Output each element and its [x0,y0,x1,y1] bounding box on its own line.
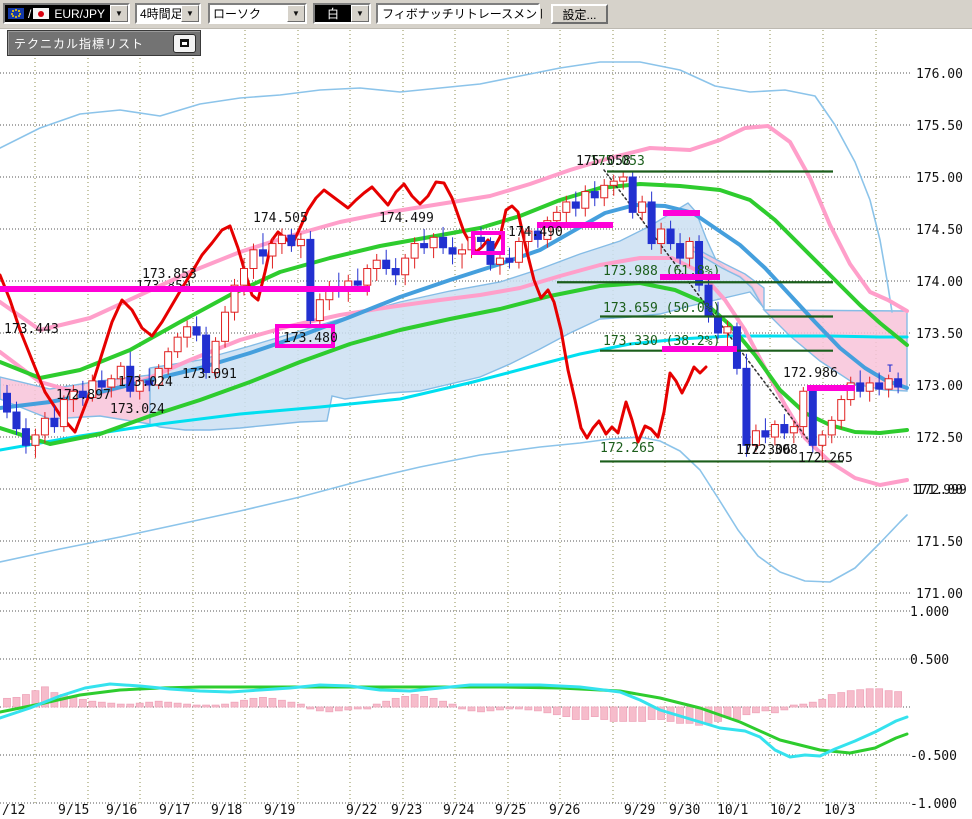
svg-text:173.443: 173.443 [4,322,59,337]
svg-text:176.00: 176.00 [916,67,963,82]
chevron-down-icon[interactable]: ▼ [110,5,128,22]
svg-text:173.480: 173.480 [283,331,338,346]
svg-text:173.50: 173.50 [916,327,963,342]
panel-title: テクニカル指標リスト [14,36,145,51]
svg-text:9/23: 9/23 [391,803,422,818]
svg-text:172.897: 172.897 [56,388,111,403]
chart-type-select[interactable]: ローソク ▼ [208,3,307,24]
svg-text:175.00: 175.00 [916,171,963,186]
osc-green-line [0,685,909,755]
svg-text:т: т [886,361,894,376]
svg-text:172.50: 172.50 [916,431,963,446]
osc-cyan-line [0,682,909,759]
svg-text:-0.500: -0.500 [910,749,957,764]
drawing-tool-field [376,3,546,24]
aqua-long-ma [0,334,909,452]
chevron-down-icon[interactable]: ▼ [181,5,199,22]
restore-icon [180,39,189,47]
svg-text:171.50: 171.50 [916,535,963,550]
svg-text:174.505: 174.505 [253,211,308,226]
indicator-list-panel[interactable]: テクニカル指標リスト [7,30,201,56]
jp-flag-icon [33,8,50,19]
toolbar: / EUR/JPY ▼ 4時間足 ▼ ローソク ▼ 白 ▼ 設定... [0,0,972,29]
svg-text:172.306: 172.306 [736,443,791,458]
price-annotations: 175.058 174.505 174.499 174.490 173.853 173.4… [4,154,894,466]
bollinger-lower-thin [0,436,908,583]
currency-pair-select[interactable]: / EUR/JPY ▼ [3,3,130,24]
chevron-down-icon[interactable]: ▼ [351,5,369,22]
svg-text:9/29: 9/29 [624,803,655,818]
pink-envelope-upper [0,124,909,332]
svg-text:172.265: 172.265 [600,441,655,456]
svg-text:172.265: 172.265 [798,451,853,466]
drawing-tool-input[interactable] [378,5,546,22]
timeframe-select[interactable]: 4時間足 ▼ [135,3,201,24]
svg-text:9/19: 9/19 [264,803,295,818]
bollinger-upper-thin [0,61,893,313]
svg-text:9/16: 9/16 [106,803,137,818]
svg-text:175.053: 175.053 [590,154,645,169]
svg-text:171.00: 171.00 [916,587,963,602]
eu-flag-icon [8,8,24,19]
svg-text:172.00: 172.00 [916,483,963,498]
restore-window-button[interactable] [173,33,196,53]
svg-text:175.50: 175.50 [916,119,963,134]
svg-text:0.500: 0.500 [910,653,949,668]
svg-text:173.091: 173.091 [182,367,237,382]
timeframe-label: 4時間足 [140,7,181,21]
svg-text:174.50: 174.50 [916,223,963,238]
color-label: 白 [315,5,351,22]
svg-text:/12: /12 [2,803,25,818]
svg-text:1.000: 1.000 [910,605,949,620]
svg-text:9/17: 9/17 [159,803,190,818]
green-envelope-upper [0,182,909,380]
oscillator-pane [0,682,909,759]
svg-text:174.499: 174.499 [379,211,434,226]
svg-text:-1.000: -1.000 [910,797,957,812]
svg-text:9/25: 9/25 [495,803,526,818]
svg-text:10/3: 10/3 [824,803,855,818]
svg-text:175.058: 175.058 [576,154,631,169]
svg-text:174.490: 174.490 [508,225,563,240]
svg-text:9/22: 9/22 [346,803,377,818]
grid-horizontal: 176.00 175.50 175.00 174.50 174.00 173.50 173.… [0,67,967,818]
svg-text:173.659 (50.0%): 173.659 (50.0%) [603,301,720,316]
svg-text:172.308: 172.308 [743,443,798,458]
svg-text:173.024: 173.024 [110,402,165,417]
svg-text:9/26: 9/26 [549,803,580,818]
svg-text:9/24: 9/24 [443,803,474,818]
chart-type-label: ローソク [213,7,262,21]
svg-text:9/30: 9/30 [669,803,700,818]
svg-text:173.853: 173.853 [142,267,197,282]
svg-text:10/2: 10/2 [770,803,801,818]
svg-text:9/18: 9/18 [211,803,242,818]
user-drawn-lines[interactable] [0,210,855,391]
red-indicator-line [0,180,708,444]
settings-button[interactable]: 設定... [551,4,608,24]
svg-text:172.986: 172.986 [783,366,838,381]
color-select[interactable]: 白 ▼ [313,3,371,24]
svg-text:10/1: 10/1 [717,803,748,818]
chevron-down-icon[interactable]: ▼ [287,5,305,22]
pink-envelope-lower [0,256,909,487]
svg-text:171.999: 171.999 [912,483,967,498]
pair-label: EUR/JPY [54,6,106,21]
svg-text:173.330 (38.2%): 173.330 (38.2%) [603,334,720,349]
svg-text:173.024: 173.024 [118,375,173,390]
svg-text:9/15: 9/15 [58,803,89,818]
svg-text:174.00: 174.00 [916,275,963,290]
svg-text:173.00: 173.00 [916,379,963,394]
pair-slash: / [28,6,32,21]
